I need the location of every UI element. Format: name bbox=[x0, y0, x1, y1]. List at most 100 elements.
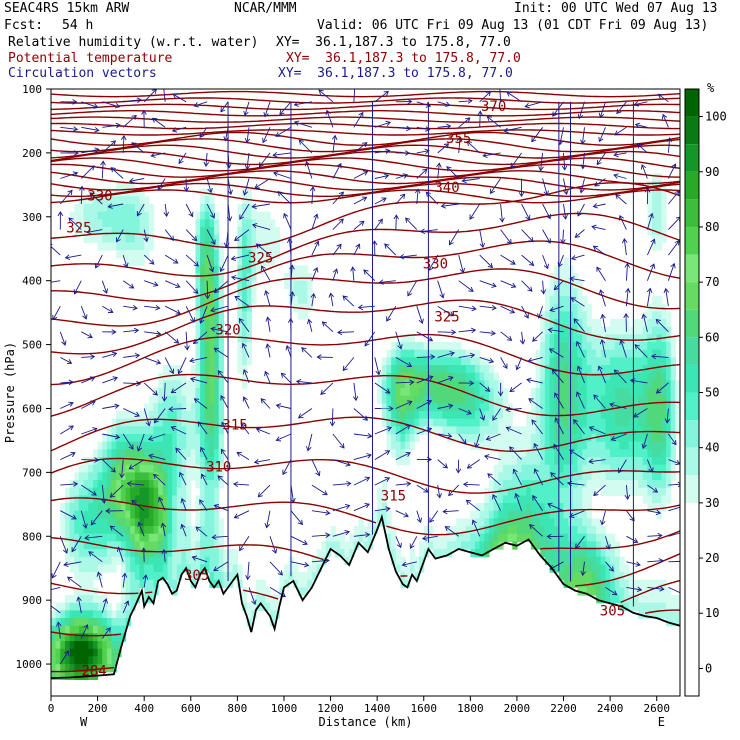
rh-cell bbox=[172, 556, 178, 565]
circulation-vector bbox=[311, 214, 318, 230]
rh-cell bbox=[530, 472, 537, 481]
rh-cell bbox=[218, 342, 224, 351]
circulation-vector bbox=[437, 331, 456, 333]
circulation-vector-head bbox=[569, 449, 575, 455]
rh-cell bbox=[209, 211, 215, 220]
rh-cell bbox=[498, 495, 504, 504]
rh-cell bbox=[134, 204, 141, 213]
rh-cell bbox=[200, 533, 206, 542]
rh-cell bbox=[549, 280, 555, 289]
circulation-vector bbox=[458, 100, 472, 103]
rh-cell bbox=[591, 349, 597, 358]
rh-cell bbox=[330, 533, 336, 542]
rh-cell bbox=[540, 495, 546, 504]
rh-cell bbox=[638, 357, 644, 366]
rh-cell bbox=[307, 273, 313, 282]
rh-cell bbox=[642, 457, 648, 466]
rh-cell bbox=[563, 372, 569, 381]
rh-cell bbox=[437, 380, 443, 389]
rh-cell bbox=[116, 541, 122, 550]
circulation-vector bbox=[646, 288, 651, 307]
circulation-vector bbox=[528, 356, 543, 362]
rh-cell bbox=[78, 610, 85, 619]
circulation-vector bbox=[164, 229, 174, 241]
rh-cell bbox=[88, 648, 94, 657]
rh-cell bbox=[153, 418, 159, 427]
rh-cell bbox=[386, 510, 392, 519]
rh-cell bbox=[176, 556, 183, 565]
rh-cell bbox=[600, 533, 607, 542]
circulation-vector-head bbox=[114, 102, 121, 109]
rh-cell bbox=[405, 441, 411, 450]
rh-cell bbox=[186, 495, 192, 504]
rh-cell bbox=[605, 388, 611, 397]
circulation-vector bbox=[311, 510, 330, 514]
rh-cell bbox=[656, 510, 662, 519]
rh-cell bbox=[83, 211, 89, 220]
circulation-vector-head bbox=[251, 599, 257, 606]
circulation-vector-head bbox=[644, 187, 651, 193]
circulation-vector bbox=[81, 484, 97, 496]
rh-cell bbox=[144, 426, 150, 435]
rh-cell bbox=[451, 349, 457, 358]
rh-cell bbox=[526, 480, 532, 489]
circulation-vector-head bbox=[466, 140, 472, 147]
circulation-vector-head bbox=[362, 142, 368, 148]
rh-cell bbox=[242, 234, 248, 243]
rh-cell bbox=[647, 495, 653, 504]
rh-cell bbox=[419, 426, 425, 435]
rh-cell bbox=[512, 472, 518, 481]
rh-cell bbox=[610, 357, 616, 366]
rh-cell bbox=[200, 319, 206, 328]
rh-cell bbox=[656, 587, 662, 596]
rh-cell bbox=[88, 664, 94, 673]
rh-cell bbox=[433, 342, 439, 351]
rh-cell bbox=[111, 610, 117, 619]
rh-cell bbox=[614, 357, 621, 366]
rh-cell bbox=[204, 510, 211, 519]
circulation-vector bbox=[332, 459, 351, 466]
rh-cell bbox=[311, 572, 318, 581]
circulation-vector-head bbox=[265, 343, 271, 349]
circulation-vector bbox=[332, 218, 344, 230]
rh-cell bbox=[591, 403, 597, 412]
rh-cell bbox=[83, 633, 89, 642]
rh-cell bbox=[74, 541, 80, 550]
rh-cell bbox=[456, 388, 462, 397]
rh-cell bbox=[144, 587, 150, 596]
circulation-vector bbox=[206, 229, 216, 245]
rh-cell bbox=[237, 227, 243, 236]
circulation-vector-head bbox=[466, 463, 473, 469]
circulation-vector bbox=[81, 377, 95, 384]
rh-cell bbox=[269, 227, 276, 236]
rh-cell bbox=[554, 296, 560, 305]
circulation-vector-head bbox=[548, 348, 555, 354]
rh-cell bbox=[558, 372, 565, 381]
rh-cell bbox=[190, 457, 197, 466]
rh-cell bbox=[139, 257, 145, 266]
rh-cell bbox=[195, 349, 201, 358]
circulation-vector bbox=[110, 525, 124, 537]
circulation-vector-head bbox=[240, 423, 246, 429]
rh-cell bbox=[586, 533, 593, 542]
rh-cell bbox=[558, 518, 565, 527]
rh-cell bbox=[97, 656, 103, 665]
rh-cell bbox=[582, 411, 588, 420]
rh-cell bbox=[195, 234, 201, 243]
circulation-vector-head bbox=[528, 237, 534, 243]
rh-cell bbox=[507, 441, 513, 450]
circulation-vector bbox=[68, 217, 82, 230]
circulation-vector-head bbox=[258, 161, 264, 168]
rh-cell bbox=[563, 487, 569, 496]
circulation-vector-head bbox=[459, 267, 466, 274]
rh-cell bbox=[148, 219, 155, 228]
circulation-vector-head bbox=[109, 525, 116, 531]
rh-cell bbox=[470, 349, 476, 358]
circulation-vector bbox=[137, 433, 145, 452]
rh-cell bbox=[535, 357, 541, 366]
circulation-vector bbox=[199, 306, 208, 324]
rh-cell bbox=[134, 234, 141, 243]
rh-cell bbox=[144, 533, 150, 542]
rh-cell bbox=[479, 533, 485, 542]
rh-cell bbox=[102, 503, 108, 512]
